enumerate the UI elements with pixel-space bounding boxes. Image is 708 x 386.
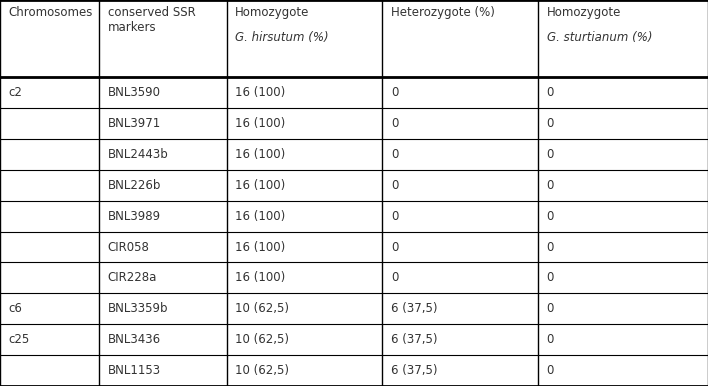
Text: 0: 0 [391, 179, 398, 192]
Text: 0: 0 [547, 333, 554, 346]
Text: 0: 0 [391, 240, 398, 254]
Text: 16 (100): 16 (100) [235, 148, 285, 161]
Text: 0: 0 [391, 271, 398, 284]
Text: 0: 0 [547, 271, 554, 284]
Text: 16 (100): 16 (100) [235, 117, 285, 130]
Text: BNL3971: BNL3971 [108, 117, 161, 130]
Text: 0: 0 [547, 210, 554, 223]
Text: Homozygote: Homozygote [235, 6, 309, 19]
Text: 16 (100): 16 (100) [235, 210, 285, 223]
Text: 0: 0 [547, 364, 554, 377]
Text: c2: c2 [8, 86, 23, 99]
Text: 0: 0 [547, 179, 554, 192]
Text: Heterozygote (%): Heterozygote (%) [391, 6, 495, 19]
Text: G. sturtianum (%): G. sturtianum (%) [547, 31, 652, 44]
Text: 6 (37,5): 6 (37,5) [391, 364, 438, 377]
Text: 6 (37,5): 6 (37,5) [391, 333, 438, 346]
Text: CIR228a: CIR228a [108, 271, 157, 284]
Text: 0: 0 [391, 148, 398, 161]
Text: 16 (100): 16 (100) [235, 86, 285, 99]
Text: 0: 0 [547, 240, 554, 254]
Text: CIR058: CIR058 [108, 240, 149, 254]
Text: 0: 0 [547, 148, 554, 161]
Text: 16 (100): 16 (100) [235, 240, 285, 254]
Text: BNL226b: BNL226b [108, 179, 161, 192]
Text: BNL1153: BNL1153 [108, 364, 161, 377]
Text: 0: 0 [391, 210, 398, 223]
Text: BNL3590: BNL3590 [108, 86, 161, 99]
Text: G. hirsutum (%): G. hirsutum (%) [235, 31, 329, 44]
Text: 0: 0 [547, 117, 554, 130]
Text: conserved SSR
markers: conserved SSR markers [108, 6, 195, 34]
Text: 10 (62,5): 10 (62,5) [235, 333, 289, 346]
Text: BNL2443b: BNL2443b [108, 148, 169, 161]
Text: Homozygote: Homozygote [547, 6, 621, 19]
Text: 16 (100): 16 (100) [235, 179, 285, 192]
Text: c25: c25 [8, 333, 30, 346]
Text: 0: 0 [547, 86, 554, 99]
Bar [0, 0, 708, 77]
Text: 6 (37,5): 6 (37,5) [391, 302, 438, 315]
Text: 10 (62,5): 10 (62,5) [235, 364, 289, 377]
Text: BNL3989: BNL3989 [108, 210, 161, 223]
Text: 0: 0 [391, 86, 398, 99]
Text: 0: 0 [391, 117, 398, 130]
Text: 0: 0 [547, 302, 554, 315]
Text: BNL3359b: BNL3359b [108, 302, 168, 315]
Text: BNL3436: BNL3436 [108, 333, 161, 346]
Text: 16 (100): 16 (100) [235, 271, 285, 284]
Text: c6: c6 [8, 302, 23, 315]
Text: 10 (62,5): 10 (62,5) [235, 302, 289, 315]
Text: Chromosomes: Chromosomes [8, 6, 93, 19]
